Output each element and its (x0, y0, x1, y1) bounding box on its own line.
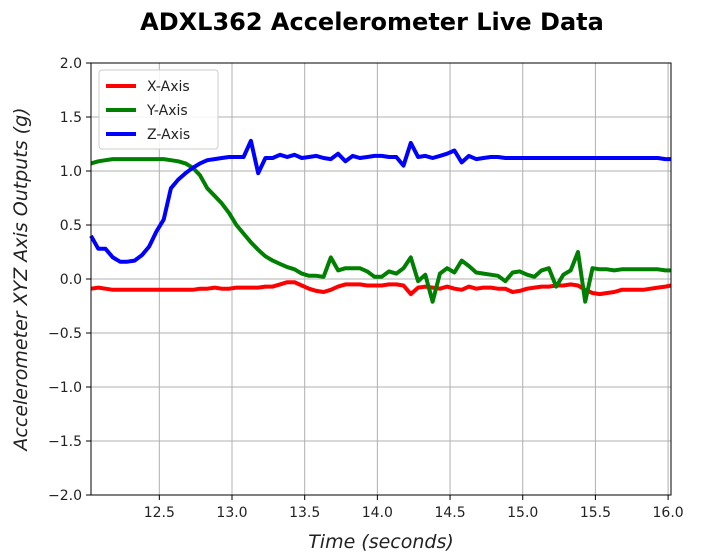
y-axis-label: Accelerometer XYZ Axis Outputs (g) (10, 107, 32, 452)
series-line-y-axis (90, 157, 671, 304)
y-tick-label: −1.0 (48, 380, 82, 396)
x-tick-label: 12.5 (144, 505, 175, 521)
series-lines (89, 138, 672, 304)
x-tick-label: 15.5 (580, 505, 611, 521)
x-tick-label: 14.5 (434, 505, 465, 521)
legend-entry-label: X-Axis (147, 79, 190, 95)
x-tick-label: 14.0 (362, 505, 393, 521)
x-tick-label: 13.0 (216, 505, 247, 521)
y-tick-label: −2.0 (48, 488, 82, 504)
x-tick-label: 13.5 (289, 505, 320, 521)
legend: X-Axis Y-Axis Z-Axis (98, 69, 219, 150)
y-tick-label: −0.5 (48, 326, 82, 342)
y-tick-label: −1.5 (48, 434, 82, 450)
series-line-z-axis (89, 138, 671, 264)
x-tick-label: 16.0 (653, 505, 684, 521)
y-tick-label: 0.5 (60, 218, 82, 234)
y-tick-label: 1.0 (60, 164, 82, 180)
x-tick-label: 15.0 (507, 505, 538, 521)
chart-title: ADXL362 Accelerometer Live Data (140, 8, 604, 36)
y-tick-label: 0.0 (60, 272, 82, 288)
legend-entry-label: Y-Axis (146, 103, 188, 119)
tick-marks: 12.5 13.0 13.5 14.0 14.5 15.0 15.5 16.0 −2.0 −1.5… (48, 56, 684, 521)
series-line-x-axis (90, 280, 672, 297)
y-tick-label: 1.5 (60, 110, 82, 126)
y-tick-label: 2.0 (60, 56, 82, 72)
legend-box (98, 69, 219, 150)
legend-entry-label: Z-Axis (147, 127, 190, 143)
x-axis-label: Time (seconds) (308, 531, 454, 553)
